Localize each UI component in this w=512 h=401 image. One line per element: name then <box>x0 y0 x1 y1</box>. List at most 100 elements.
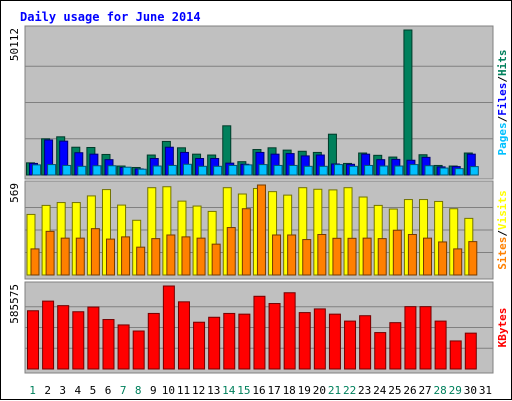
bar-kbytes-day-7 <box>117 324 130 370</box>
bar-kbytes-day-30 <box>464 332 477 370</box>
x-tick-label: 10 <box>162 384 175 397</box>
bar-pages-day-19 <box>303 165 313 176</box>
bar-kbytes-day-14 <box>223 312 236 370</box>
legend-sites: Sites <box>496 237 509 270</box>
bar-pages-day-12 <box>198 165 208 176</box>
bar-kbytes-day-3 <box>57 305 70 370</box>
legend-separator: / <box>496 115 509 122</box>
bar-kbytes-day-24 <box>374 332 387 370</box>
x-tick-label: 15 <box>237 384 250 397</box>
chart-title: Daily usage for June 2014 <box>20 10 201 24</box>
bar-sites-day-30 <box>468 241 478 276</box>
bar-kbytes-day-5 <box>87 306 100 370</box>
legend-hits: Hits <box>496 50 509 77</box>
bar-kbytes-day-29 <box>449 340 462 370</box>
bar-sites-day-28 <box>438 241 448 276</box>
x-tick-label: 29 <box>449 384 462 397</box>
bar-sites-day-10 <box>166 234 176 276</box>
x-tick-label: 4 <box>75 384 82 397</box>
bar-kbytes-day-22 <box>344 320 357 370</box>
legend-separator: / <box>496 230 509 237</box>
bar-pages-day-1 <box>32 164 41 176</box>
bar-pages-day-28 <box>439 167 449 176</box>
x-tick-label: 27 <box>418 384 431 397</box>
bar-kbytes-day-10 <box>162 285 175 370</box>
bar-kbytes-day-13 <box>208 316 221 370</box>
bar-kbytes-day-4 <box>72 311 85 370</box>
bar-sites-day-7 <box>121 236 131 276</box>
bar-sites-day-17 <box>272 234 282 276</box>
x-tick-label: 12 <box>192 384 205 397</box>
bar-sites-day-2 <box>45 230 55 276</box>
bar-kbytes-day-19 <box>298 312 311 370</box>
bar-sites-day-26 <box>407 234 417 276</box>
bar-pages-day-27 <box>424 165 434 176</box>
legend-separator: / <box>496 76 509 83</box>
bar-kbytes-day-8 <box>132 330 145 370</box>
bar-pages-day-13 <box>213 165 223 176</box>
bar-sites-day-15 <box>241 208 251 276</box>
x-tick-label: 1 <box>29 384 36 397</box>
legend-visits: Visits <box>496 190 509 230</box>
bar-pages-day-22 <box>349 165 359 176</box>
bar-pages-day-30 <box>469 166 479 176</box>
bar-pages-day-10 <box>167 164 177 176</box>
bar-pages-day-7 <box>122 166 132 176</box>
y-max-label: 50112 <box>8 28 21 61</box>
x-tick-label: 20 <box>313 384 326 397</box>
bar-sites-day-4 <box>75 237 85 276</box>
bar-sites-day-1 <box>30 248 40 276</box>
bar-kbytes-day-6 <box>102 319 115 370</box>
bar-sites-day-5 <box>90 228 100 276</box>
legend-visits-sites: Sites/Visits <box>496 190 509 270</box>
bar-pages-day-4 <box>77 165 87 176</box>
bar-kbytes-day-16 <box>253 295 266 370</box>
legend-files: Files <box>496 83 509 116</box>
legend-hits-files-pages: Pages/Files/Hits <box>496 50 509 156</box>
x-tick-label: 26 <box>403 384 416 397</box>
bar-pages-day-16 <box>258 164 268 176</box>
x-tick-label: 31 <box>479 384 492 397</box>
bar-sites-day-18 <box>287 234 297 276</box>
x-tick-label: 2 <box>44 384 51 397</box>
bar-pages-day-21 <box>333 164 343 176</box>
bar-sites-day-6 <box>105 238 115 276</box>
bar-pages-day-3 <box>62 164 72 176</box>
x-tick-label: 5 <box>90 384 97 397</box>
bar-sites-day-20 <box>317 234 327 276</box>
bar-sites-day-21 <box>332 237 342 276</box>
x-tick-label: 6 <box>105 384 112 397</box>
bar-pages-day-24 <box>379 165 389 176</box>
bar-pages-day-5 <box>92 165 102 176</box>
bar-pages-day-29 <box>454 168 464 176</box>
bar-pages-day-15 <box>243 164 253 176</box>
bar-sites-day-24 <box>377 238 387 276</box>
x-tick-label: 3 <box>59 384 66 397</box>
bar-sites-day-16 <box>256 184 266 276</box>
bar-sites-day-27 <box>423 237 433 276</box>
bar-sites-day-23 <box>362 237 372 276</box>
bar-pages-day-17 <box>273 164 283 176</box>
bar-sites-day-19 <box>302 239 312 276</box>
bar-pages-day-2 <box>47 164 57 176</box>
bar-hits-day-26 <box>403 29 413 176</box>
bar-kbytes-day-2 <box>42 300 55 370</box>
bar-kbytes-day-18 <box>283 292 296 370</box>
bar-kbytes-day-20 <box>313 308 326 370</box>
bar-pages-day-9 <box>152 165 162 176</box>
bar-kbytes-day-25 <box>389 322 402 370</box>
bar-sites-day-13 <box>211 243 221 276</box>
bar-sites-day-12 <box>196 237 206 276</box>
x-tick-label: 23 <box>358 384 371 397</box>
bar-kbytes-day-15 <box>238 313 251 370</box>
bar-pages-day-23 <box>364 164 374 176</box>
y-max-label: 569 <box>8 183 21 203</box>
bar-kbytes-day-26 <box>404 306 417 370</box>
bar-pages-day-8 <box>137 168 147 176</box>
x-tick-label: 22 <box>343 384 356 397</box>
bar-kbytes-day-27 <box>419 306 432 370</box>
bar-pages-day-6 <box>107 165 117 176</box>
bar-sites-day-22 <box>347 237 357 276</box>
